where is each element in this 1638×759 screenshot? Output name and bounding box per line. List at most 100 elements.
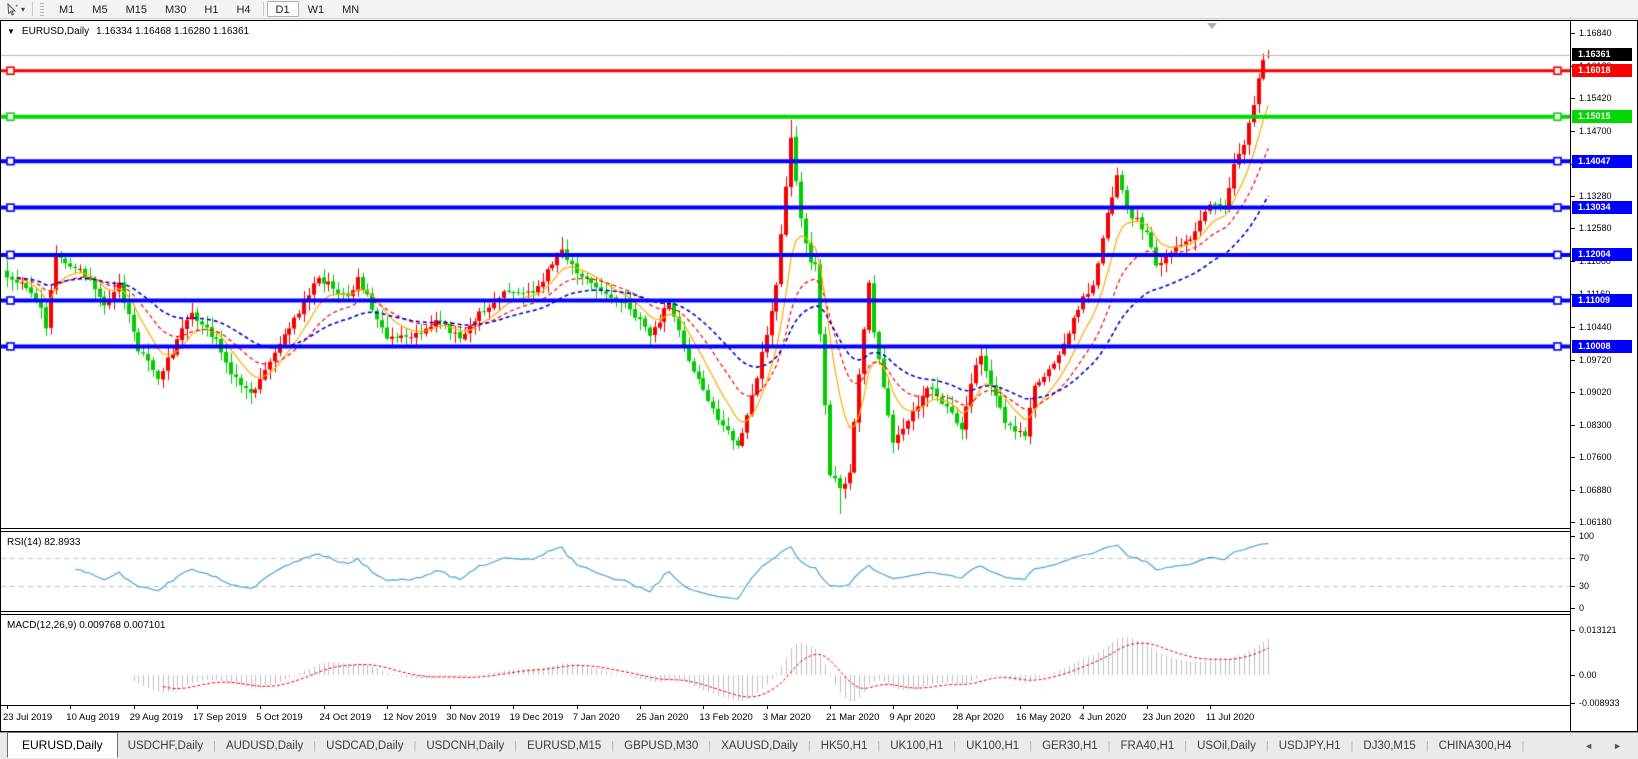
date-axis-tick bbox=[386, 705, 388, 709]
tab-audusd-daily[interactable]: AUDUSD,Daily bbox=[225, 740, 304, 752]
date-axis-tick bbox=[576, 705, 578, 709]
price-level-badge: 1.15015 bbox=[1572, 110, 1632, 124]
tab-xauusd-daily[interactable]: XAUUSD,Daily bbox=[721, 740, 798, 752]
date-axis-label: 12 Nov 2019 bbox=[382, 712, 437, 723]
chart-ohlc: 1.16334 1.16468 1.16280 1.16361 bbox=[96, 26, 250, 37]
date-axis-label: 11 Jul 2020 bbox=[1205, 712, 1255, 723]
tab-fra40-h1[interactable]: FRA40,H1 bbox=[1120, 740, 1175, 752]
tab-uk100-h1[interactable]: UK100,H1 bbox=[890, 740, 944, 752]
date-axis-tick bbox=[70, 705, 72, 709]
price-axis-tick bbox=[1570, 456, 1575, 458]
timeframe-toolbar: ▾ M1 M5 M15 M30 H1 H4 D1 W1 MN bbox=[0, 0, 1638, 19]
date-axis-label: 30 Nov 2019 bbox=[446, 712, 501, 723]
tab-hk50-h1[interactable]: HK50,H1 bbox=[820, 740, 868, 752]
chart-window: ▼ EURUSD,Daily 1.16334 1.16468 1.16280 1… bbox=[0, 20, 1638, 732]
timeframe-button-MN[interactable]: MN bbox=[342, 4, 360, 16]
tab-divider: | bbox=[1029, 740, 1033, 752]
timeframe-button-H4[interactable]: H4 bbox=[236, 4, 251, 16]
rsi-axis-tick bbox=[1570, 536, 1575, 537]
tab-divider: | bbox=[1184, 740, 1188, 752]
date-axis-label: 10 Aug 2019 bbox=[66, 712, 120, 723]
timeframe-button-D1[interactable]: D1 bbox=[266, 1, 299, 17]
date-axis-tick bbox=[323, 705, 325, 709]
tab-divider: | bbox=[1350, 740, 1354, 752]
collapse-triangle-icon[interactable]: ▼ bbox=[7, 27, 15, 36]
tab-divider: | bbox=[953, 740, 957, 752]
tab-items: EURUSD,Daily USDCHF,Daily | AUDUSD,Daily | US… bbox=[0, 732, 1524, 759]
tab-eurusd-daily[interactable]: EURUSD,Daily bbox=[7, 732, 118, 758]
date-axis-label: 29 Aug 2019 bbox=[129, 712, 183, 723]
price-level-badge: 1.10008 bbox=[1572, 339, 1632, 353]
price-axis-tick bbox=[1570, 33, 1575, 34]
tab-uk100-h1[interactable]: UK100,H1 bbox=[966, 740, 1020, 752]
cursor-tool-dropdown-icon[interactable]: ▾ bbox=[21, 4, 26, 14]
date-axis-label: 3 Mar 2020 bbox=[762, 712, 811, 723]
date-axis-label: 25 Jan 2020 bbox=[636, 712, 689, 723]
tab-divider: | bbox=[1107, 740, 1111, 752]
price-axis-tick-label: 1.11160 bbox=[1579, 289, 1610, 299]
tab-scroll-left-icon[interactable]: ◄ bbox=[1584, 741, 1594, 751]
macd-pane-canvas[interactable] bbox=[1, 615, 1570, 705]
tab-divider: | bbox=[877, 740, 881, 752]
tab-scroll-right-icon[interactable]: ► bbox=[1613, 741, 1622, 751]
pane-separator[interactable] bbox=[1, 531, 1570, 532]
date-axis-tick bbox=[260, 705, 262, 709]
tab-divider: | bbox=[1265, 740, 1269, 752]
date-axis-tick bbox=[766, 705, 768, 709]
timeframe-button-M1[interactable]: M1 bbox=[59, 4, 75, 16]
price-axis-tick-label: 1.13280 bbox=[1579, 191, 1612, 202]
price-axis-tick-label: 1.12580 bbox=[1579, 223, 1612, 234]
price-axis-tick bbox=[1570, 522, 1575, 524]
timeframe-button-M15[interactable]: M15 bbox=[125, 4, 147, 16]
tab-gbpusd-m30[interactable]: GBPUSD,M30 bbox=[624, 740, 699, 752]
tab-usoil-daily[interactable]: USOil,Daily bbox=[1197, 740, 1256, 752]
price-axis-line bbox=[1570, 21, 1571, 731]
timeframe-button-M30[interactable]: M30 bbox=[164, 4, 187, 16]
tab-divider: | bbox=[1425, 740, 1429, 752]
current-price-badge: 1.16361 bbox=[1572, 48, 1632, 62]
price-axis-tick-label: 1.10440 bbox=[1579, 321, 1612, 332]
pane-separator[interactable] bbox=[1, 528, 1570, 529]
timeframe-button-M5[interactable]: M5 bbox=[92, 4, 108, 16]
chart-title: ▼ EURUSD,Daily 1.16334 1.16468 1.16280 1… bbox=[7, 26, 249, 37]
price-axis-tick-label: 1.06180 bbox=[1579, 517, 1612, 528]
date-axis-label: 23 Jun 2020 bbox=[1142, 712, 1195, 723]
macd-axis-tick bbox=[1570, 675, 1575, 676]
price-axis-tick-label: 1.14700 bbox=[1579, 126, 1612, 137]
tab-divider: | bbox=[213, 740, 216, 752]
macd-axis-tick-label: -0.008933 bbox=[1579, 698, 1620, 708]
macd-axis-tick bbox=[1570, 630, 1575, 632]
pane-separator[interactable] bbox=[1, 614, 1570, 615]
pane-separator[interactable] bbox=[1, 611, 1570, 612]
date-axis-tick bbox=[196, 705, 198, 709]
cursor-tool-icon[interactable] bbox=[4, 2, 20, 16]
date-axis-tick bbox=[893, 705, 895, 709]
price-axis-tick bbox=[1570, 359, 1575, 361]
date-axis-tick bbox=[1019, 705, 1021, 709]
tab-dj30-m15[interactable]: DJ30,M15 bbox=[1363, 740, 1416, 752]
price-axis-tick bbox=[1570, 98, 1575, 100]
price-axis-tick-label: 1.15420 bbox=[1579, 93, 1612, 104]
date-axis-tick bbox=[703, 705, 705, 709]
timeframe-button-W1[interactable]: W1 bbox=[307, 4, 325, 16]
rsi-pane-canvas[interactable] bbox=[1, 532, 1570, 611]
date-axis-label: 19 Dec 2019 bbox=[509, 712, 564, 723]
tab-usdchf-daily[interactable]: USDCHF,Daily bbox=[127, 740, 204, 752]
main-chart-canvas[interactable] bbox=[1, 21, 1570, 528]
tab-eurusd-m15[interactable]: EURUSD,M15 bbox=[527, 740, 602, 752]
tab-usdcad-daily[interactable]: USDCAD,Daily bbox=[326, 740, 404, 752]
timeframe-button-H1[interactable]: H1 bbox=[204, 4, 219, 16]
price-axis-tick bbox=[1570, 261, 1575, 263]
rsi-axis-tick-label: 70 bbox=[1579, 552, 1590, 563]
tab-usdjpy-h1[interactable]: USDJPY,H1 bbox=[1278, 740, 1341, 752]
tab-usdcnh-daily[interactable]: USDCNH,Daily bbox=[426, 740, 505, 752]
toolbar-grip[interactable] bbox=[40, 2, 45, 16]
price-axis-tick-label: 1.08300 bbox=[1579, 419, 1612, 430]
price-level-badge: 1.16018 bbox=[1572, 64, 1632, 78]
tab-ger30-h1[interactable]: GER30,H1 bbox=[1042, 740, 1098, 752]
date-axis-label: 4 Jun 2020 bbox=[1079, 712, 1127, 723]
toolbar-separator bbox=[262, 2, 264, 16]
tab-divider: | bbox=[313, 740, 317, 752]
cursor-tool-glyph bbox=[6, 2, 18, 16]
tab-china300-h4[interactable]: CHINA300,H4 bbox=[1438, 740, 1512, 752]
